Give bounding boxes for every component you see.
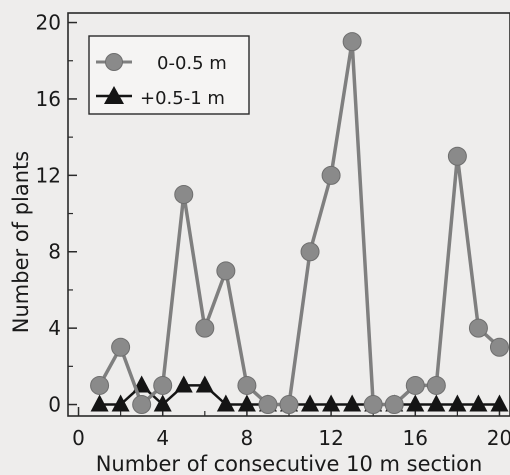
data-point: [447, 146, 467, 166]
data-point: [90, 375, 110, 395]
data-point: [279, 395, 299, 415]
data-point: [363, 395, 383, 415]
data-point: [300, 242, 320, 262]
y-tick-label: 12: [36, 163, 61, 187]
y-tick-label: 8: [48, 240, 61, 264]
series-group: [90, 32, 509, 415]
data-point: [469, 394, 488, 412]
data-point: [237, 394, 256, 412]
data-point: [489, 337, 509, 357]
x-tick-label: 16: [403, 426, 428, 450]
data-point: [132, 395, 152, 415]
y-tick-label: 0: [48, 393, 61, 417]
x-axis-label: Number of consecutive 10 m section: [96, 452, 483, 475]
legend-label-0-0.5m: 0-0.5 m: [157, 53, 227, 74]
data-point: [301, 394, 320, 412]
data-point: [468, 318, 488, 338]
data-point: [427, 394, 446, 412]
data-point: [426, 375, 446, 395]
x-tick-label: 4: [156, 426, 169, 450]
y-tick-label: 16: [36, 87, 61, 111]
data-point: [322, 394, 341, 412]
data-point: [405, 375, 425, 395]
legend-label-0.5-1m: +0.5-1 m: [140, 88, 225, 109]
data-point: [195, 318, 215, 338]
data-point: [342, 32, 362, 52]
data-point: [321, 165, 341, 185]
data-point: [174, 184, 194, 204]
data-point: [237, 375, 257, 395]
data-point: [216, 261, 236, 281]
y-axis-ticks: 0 4 8 12 16 20: [36, 11, 77, 417]
data-point: [490, 394, 509, 412]
x-tick-label: 12: [318, 426, 343, 450]
legend-marker-triangle: [104, 86, 124, 104]
data-point: [111, 394, 130, 412]
data-point: [90, 394, 109, 412]
data-point: [111, 337, 131, 357]
data-point: [406, 394, 425, 412]
x-tick-label: 20: [487, 426, 510, 450]
data-point: [216, 394, 235, 412]
legend-marker-circle: [105, 53, 123, 71]
plot-area: 0 4 8 12 16 20 0 4 8 12 16 20: [36, 11, 510, 450]
y-tick-label: 4: [48, 316, 61, 340]
data-point: [384, 395, 404, 415]
data-point: [343, 394, 362, 412]
data-point: [448, 394, 467, 412]
series-circle: [90, 32, 509, 415]
data-point: [153, 394, 172, 412]
x-tick-label: 8: [241, 426, 254, 450]
data-point: [174, 375, 193, 393]
x-tick-label: 0: [72, 426, 85, 450]
y-axis-label: Number of plants: [9, 151, 33, 333]
y-tick-label: 20: [36, 11, 61, 35]
data-point: [258, 395, 278, 415]
data-point: [153, 375, 173, 395]
legend: 0-0.5 m +0.5-1 m: [88, 35, 250, 115]
data-point: [195, 375, 214, 393]
